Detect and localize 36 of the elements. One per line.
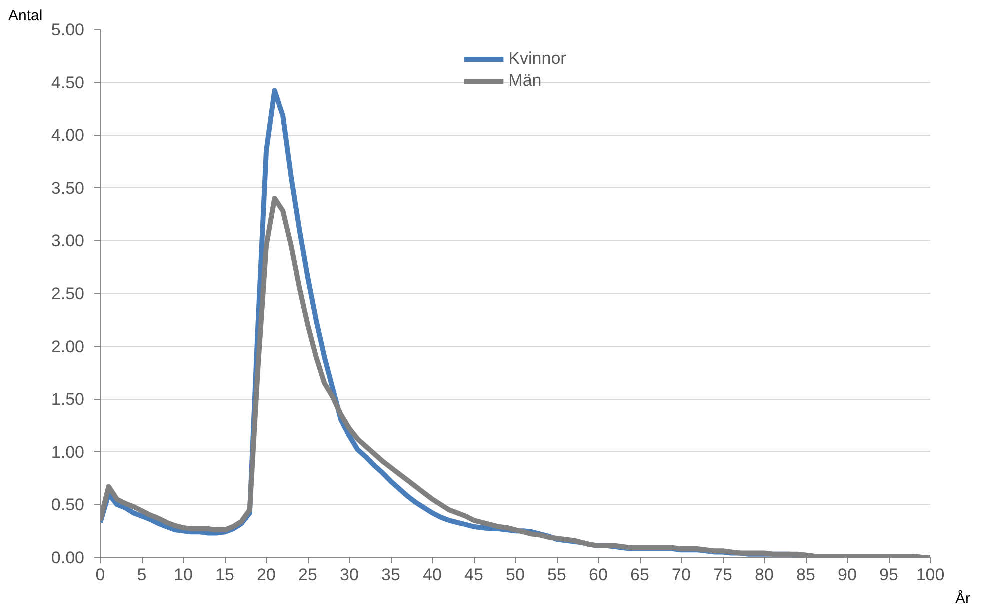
x-tick-label: 65 — [630, 566, 650, 584]
y-tick-label: 3.00 — [51, 232, 85, 251]
legend-label: Män — [508, 71, 542, 91]
y-tick-label: 1.00 — [51, 442, 85, 462]
x-tick-label: 45 — [464, 566, 484, 584]
y-tick-label: 2.00 — [51, 337, 85, 356]
x-tick-label: 15 — [216, 566, 234, 584]
x-tick-label: 35 — [382, 566, 400, 584]
x-tick-label: 60 — [589, 566, 608, 584]
x-tick-label: 40 — [423, 566, 442, 584]
x-axis-title: År — [956, 590, 971, 608]
x-tick-label: 50 — [506, 566, 525, 584]
x-tick-label: 10 — [174, 566, 193, 584]
y-tick-label: 2.50 — [51, 284, 85, 304]
x-tick-label: 20 — [257, 566, 276, 584]
x-tick-label: 5 — [137, 566, 147, 584]
y-tick-label: 4.50 — [51, 73, 85, 92]
x-tick-label: 75 — [714, 566, 732, 584]
x-tick-label: 0 — [96, 566, 106, 584]
y-tick-label: 3.50 — [51, 178, 85, 198]
y-tick-label: 1.50 — [51, 390, 85, 410]
x-tick-label: 70 — [672, 566, 691, 584]
legend-label: Kvinnor — [508, 49, 566, 69]
y-tick-label: 0.50 — [51, 496, 85, 515]
x-tick-label: 80 — [755, 566, 774, 584]
y-axis-title: Antal — [8, 8, 43, 24]
x-tick-label: 95 — [880, 566, 898, 584]
x-tick-label: 55 — [548, 566, 566, 584]
x-tick-label: 90 — [838, 566, 857, 584]
x-tick-label: 25 — [298, 566, 318, 584]
y-tick-label: 5.00 — [51, 20, 85, 40]
x-tick-label: 100 — [916, 566, 945, 584]
y-tick-label: 0.00 — [51, 548, 85, 568]
y-tick-label: 4.00 — [51, 126, 85, 146]
x-tick-label: 30 — [340, 566, 359, 584]
x-tick-label: 85 — [796, 566, 816, 584]
